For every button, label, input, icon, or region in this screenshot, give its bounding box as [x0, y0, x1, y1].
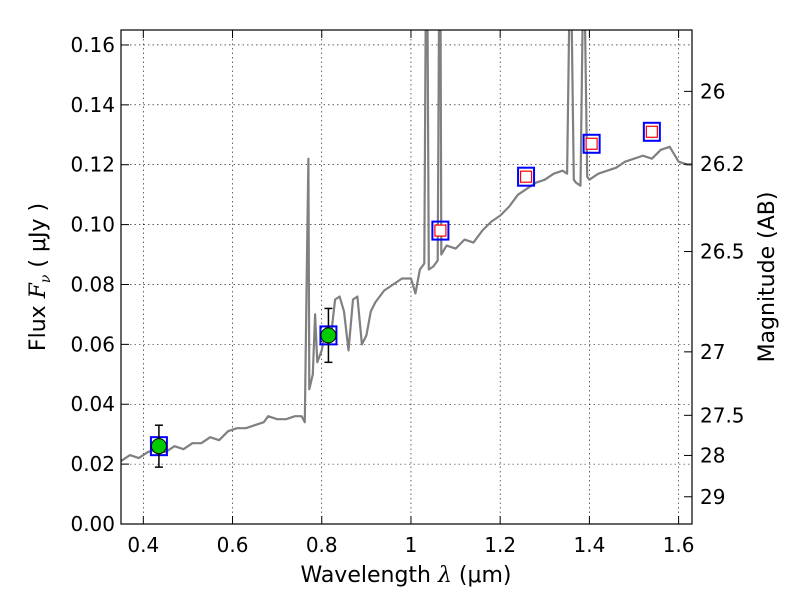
plot-background — [121, 30, 692, 524]
x-tick-label: 0.6 — [217, 533, 249, 557]
x-tick-label: 1.2 — [484, 533, 516, 557]
model-photometry-box — [517, 166, 536, 187]
plot-frame — [120, 29, 693, 525]
y-tick-label: 0.06 — [70, 332, 115, 356]
x-tick-label: 0.4 — [127, 533, 159, 557]
right-tick-label: 29 — [700, 485, 725, 509]
y-tick-label: 0.00 — [70, 512, 115, 536]
observed-flux-point — [320, 327, 337, 344]
right-tick-label: 26.2 — [700, 152, 745, 176]
right-tick-label: 28 — [700, 443, 725, 467]
y-tick-label: 0.12 — [70, 153, 115, 177]
y-tick-label: 0.14 — [70, 93, 115, 117]
marker-layer — [149, 121, 661, 468]
x-axis-label: Wavelength λ (μm) — [300, 563, 511, 588]
y-tick-label: 0.16 — [70, 33, 115, 57]
predicted-flux-square — [645, 125, 658, 138]
x-tick-label: 1 — [405, 533, 418, 557]
right-tick-label: 27.5 — [700, 403, 745, 427]
y-tick-label: 0.02 — [70, 452, 115, 476]
right-tick-label: 26.5 — [700, 240, 745, 264]
x-tick-label: 1.6 — [663, 533, 695, 557]
predicted-flux-square — [585, 137, 598, 150]
series-layer — [121, 30, 692, 463]
template-spectrum-line — [121, 30, 692, 463]
y-tick-label: 0.10 — [70, 213, 115, 237]
model-photometry-box — [431, 220, 450, 241]
x-tick-label: 1.4 — [573, 533, 605, 557]
x-tick-label: 0.8 — [306, 533, 338, 557]
right-tick-label: 27 — [700, 340, 725, 364]
model-photometry-box — [642, 121, 661, 142]
predicted-flux-square — [519, 170, 533, 183]
model-photometry-box — [582, 133, 601, 154]
predicted-flux-square — [434, 224, 447, 237]
right-tick-label: 26 — [700, 79, 725, 103]
observed-flux-point — [150, 438, 167, 455]
y-tick-label: 0.08 — [70, 272, 115, 296]
y-axis-label: Flux Fν ( μJy ) — [26, 203, 54, 351]
tick-layer: 0.4 0.6 0.8 1 1.2 1.4 1.6 0.00 0.02 0.04 0.06 0.08 0… — [70, 30, 745, 557]
y-tick-label: 0.04 — [70, 392, 115, 416]
right-axis-label: Magnitude (AB) — [755, 192, 780, 363]
